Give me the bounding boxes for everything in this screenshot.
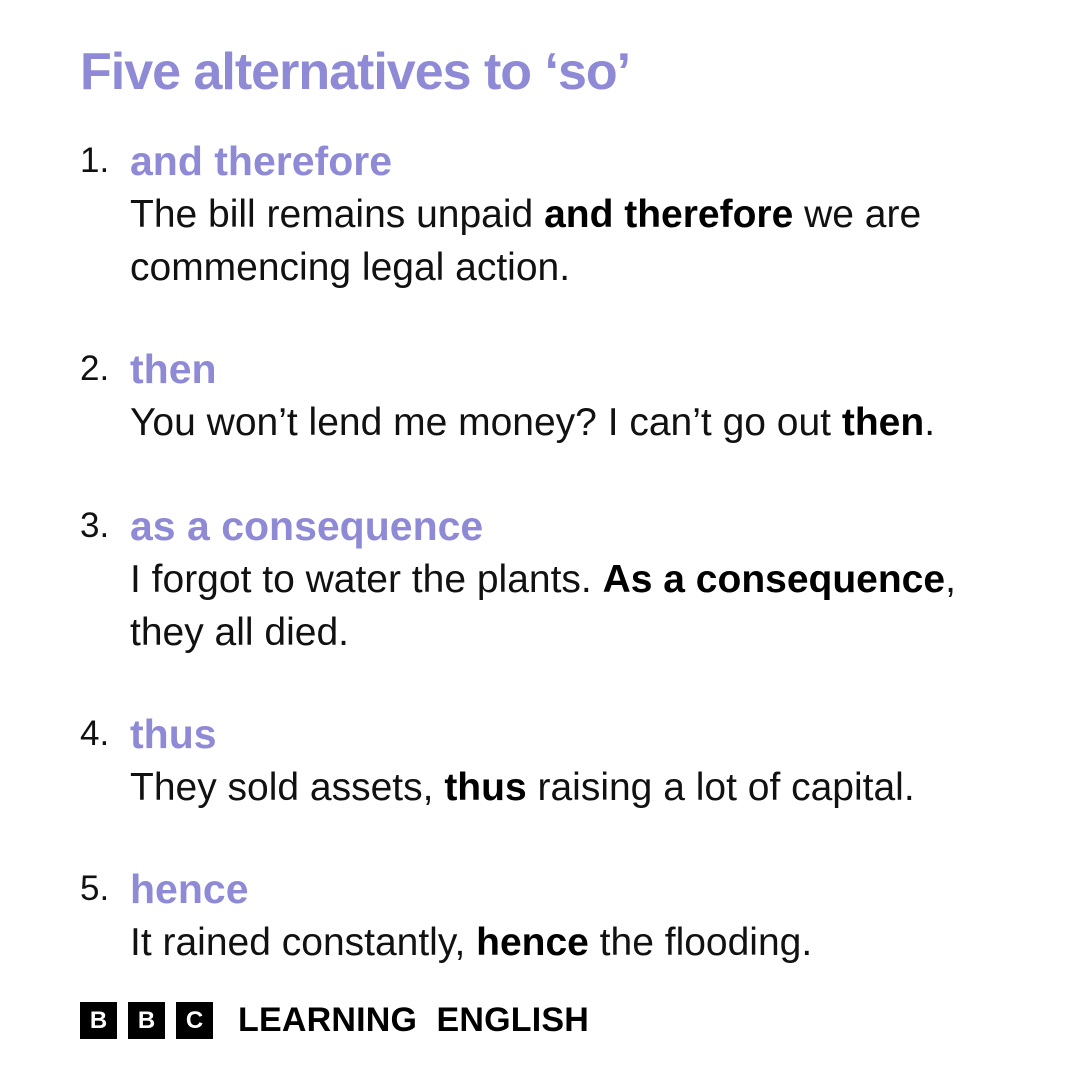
example-text: we are commencing legal action. — [130, 193, 922, 289]
example-highlight: hence — [476, 921, 589, 964]
example-text: The bill remains unpaid — [130, 193, 545, 236]
item-term: then — [130, 346, 217, 392]
item-term: thus — [130, 711, 217, 757]
item-example: They sold assets, thus raising a lot of … — [130, 761, 1035, 814]
example-text: They sold assets, — [130, 766, 445, 809]
bbc-logo-block-b1: B — [80, 1002, 117, 1039]
example-highlight: As a consequence — [602, 558, 946, 601]
item-term: as a consequence — [130, 503, 484, 549]
example-text: It rained constantly, — [130, 921, 477, 964]
example-text: You won’t lend me money? I can’t go out — [130, 401, 842, 444]
item-number: 5. — [80, 869, 110, 908]
item-term: and therefore — [130, 138, 392, 184]
item-example: The bill remains unpaid and therefore we… — [130, 188, 1035, 294]
bbc-logo-block-c: C — [176, 1002, 213, 1039]
item-number: 1. — [80, 141, 110, 180]
example-text: I forgot to water the plants. — [130, 558, 603, 601]
item-number: 3. — [80, 506, 110, 545]
example-text: , they all died. — [130, 558, 956, 654]
item-example: You won’t lend me money? I can’t go out … — [130, 396, 1035, 449]
brand-name: LEARNING ENGLISH — [238, 1001, 589, 1039]
example-text: . — [924, 401, 936, 444]
example-highlight: and therefore — [544, 193, 794, 236]
item-example: I forgot to water the plants. As a conse… — [130, 553, 1035, 659]
example-text: the flooding. — [588, 921, 813, 964]
example-text: raising a lot of capital. — [526, 766, 915, 809]
page-title: Five alternatives to ‘so’ — [80, 43, 631, 101]
bbc-logo-block-b2: B — [128, 1002, 165, 1039]
item-term: hence — [130, 866, 249, 912]
example-highlight: then — [841, 401, 925, 444]
item-example: It rained constantly, hence the flooding… — [130, 916, 1035, 969]
item-number: 4. — [80, 714, 110, 753]
brand-footer: B B C LEARNING ENGLISH — [80, 1001, 589, 1039]
item-number: 2. — [80, 349, 110, 388]
example-highlight: thus — [444, 766, 527, 809]
